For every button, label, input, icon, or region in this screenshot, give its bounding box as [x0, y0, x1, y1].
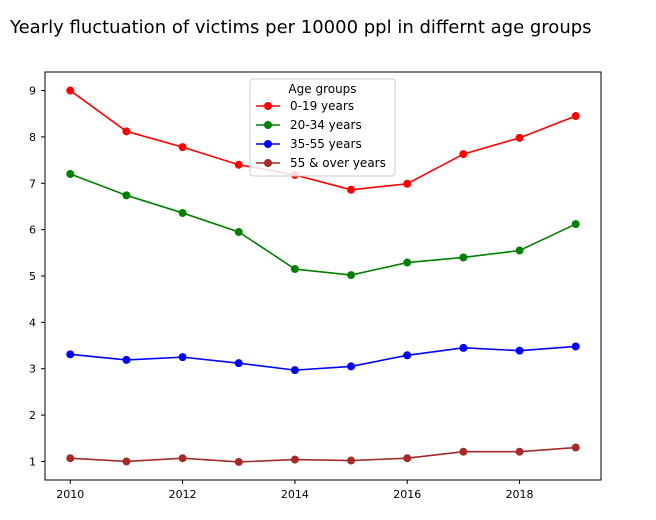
data-point	[347, 362, 356, 371]
series-4	[66, 443, 580, 466]
y-tick-label: 4	[29, 316, 36, 329]
data-point	[122, 191, 131, 200]
y-tick-label: 8	[29, 131, 36, 144]
data-point	[459, 253, 468, 262]
legend-title: Age groups	[288, 82, 356, 96]
x-tick-label: 2014	[281, 488, 309, 501]
x-tick-label: 2010	[56, 488, 84, 501]
data-point	[178, 353, 187, 362]
data-point	[571, 112, 580, 121]
data-point	[459, 150, 468, 159]
x-tick-label: 2012	[169, 488, 197, 501]
data-point	[403, 179, 412, 188]
legend-box	[249, 78, 396, 177]
data-point	[403, 258, 412, 267]
data-point	[515, 246, 524, 255]
y-tick-label: 9	[29, 85, 36, 98]
data-point	[403, 351, 412, 360]
legend-swatch-marker	[264, 159, 272, 167]
y-tick-label: 3	[29, 363, 36, 376]
data-point	[66, 170, 75, 178]
data-point	[178, 454, 187, 463]
data-point	[459, 447, 468, 456]
data-point	[515, 346, 524, 355]
y-tick-label: 7	[29, 177, 36, 190]
data-point	[571, 342, 580, 351]
data-point	[66, 350, 75, 359]
data-point	[571, 443, 580, 452]
legend: Age groups 0-19 years 20-34 years 35-55 yea…	[249, 78, 396, 177]
data-point	[234, 227, 243, 236]
y-tick-label: 2	[29, 409, 36, 422]
x-tick-label: 2018	[506, 488, 534, 501]
axes: 2010 2012 2014 2016 2018 1 2 3 4 5 6 7 8 9	[29, 71, 602, 501]
data-point	[122, 127, 131, 136]
data-point	[290, 265, 299, 274]
y-tick-label: 1	[29, 455, 36, 468]
legend-entry-label: 35-55 years	[290, 137, 362, 151]
legend-swatch-marker	[264, 121, 272, 129]
data-point	[515, 133, 524, 142]
data-point	[515, 447, 524, 456]
legend-swatch-marker	[264, 102, 272, 110]
data-point	[459, 343, 468, 352]
x-tick-label: 2016	[393, 488, 421, 501]
data-point	[571, 220, 580, 229]
data-point	[403, 454, 412, 463]
legend-swatch-marker	[264, 140, 272, 148]
data-point	[234, 359, 243, 368]
series-line	[69, 173, 577, 276]
y-tick-label: 6	[29, 224, 36, 237]
data-point	[66, 454, 75, 463]
data-point	[347, 456, 356, 465]
data-point	[234, 457, 243, 466]
series-layer	[66, 86, 580, 466]
data-point	[122, 355, 131, 364]
chart-title: Yearly fluctuation of victims per 10000 …	[9, 17, 592, 38]
series-line	[69, 89, 577, 191]
series-line	[70, 345, 576, 371]
series-1	[66, 86, 580, 194]
data-point	[66, 86, 75, 95]
series-2	[66, 170, 580, 280]
data-point	[178, 208, 187, 217]
legend-entry-label: 20-34 years	[290, 118, 362, 132]
data-point	[290, 366, 299, 375]
series-3	[66, 342, 580, 375]
series-line	[70, 446, 576, 463]
data-point	[347, 271, 356, 280]
data-point	[290, 455, 299, 464]
data-point	[347, 185, 356, 194]
legend-entry-label: 55 & over years	[290, 156, 386, 170]
data-point	[178, 143, 187, 152]
data-point	[122, 457, 131, 466]
data-point	[234, 160, 243, 169]
y-tick-label: 5	[29, 270, 36, 283]
legend-entry-label: 0-19 years	[290, 99, 354, 113]
